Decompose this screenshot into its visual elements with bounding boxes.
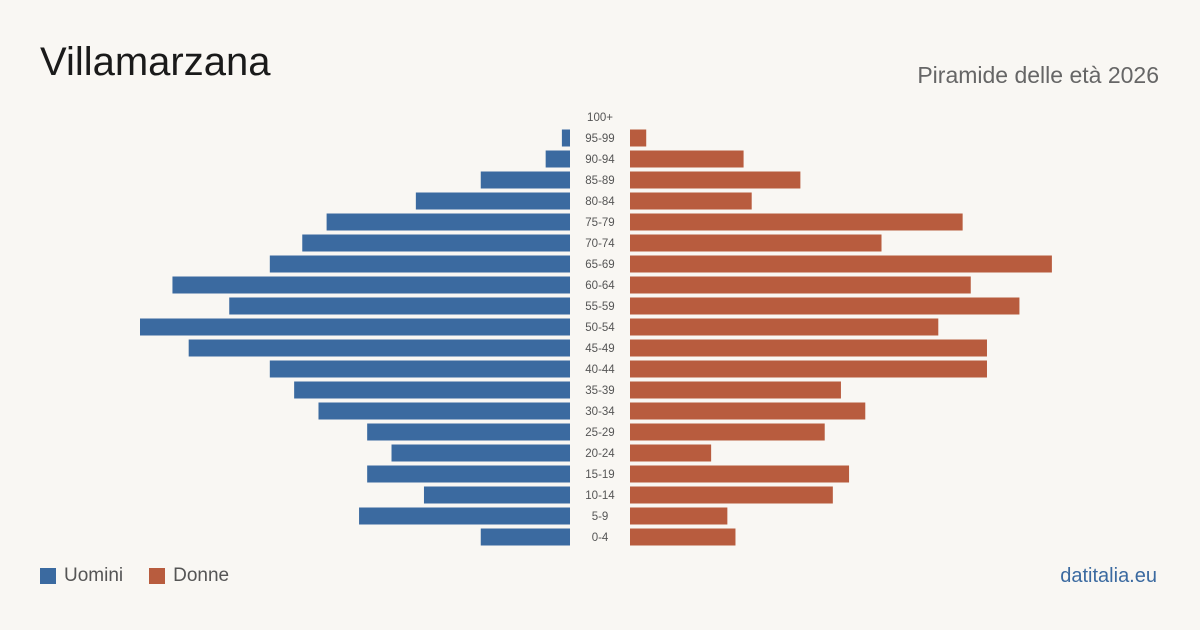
bar-men-40-44 [269, 360, 570, 378]
age-tick-label: 55-59 [585, 301, 614, 313]
legend-swatch-women [149, 568, 166, 584]
bar-men-75-79 [326, 213, 570, 231]
age-tick-label: 65-69 [585, 259, 614, 271]
age-tick-label: 10-14 [585, 490, 615, 502]
bar-women-95-99 [630, 129, 647, 147]
bar-men-0-4 [480, 528, 570, 546]
age-tick-label: 45-49 [585, 343, 614, 355]
bar-men-45-49 [188, 339, 570, 357]
bar-women-80-84 [630, 192, 752, 210]
bar-men-15-19 [367, 465, 570, 483]
legend-item-women: Donne [149, 565, 229, 587]
bar-women-90-94 [630, 150, 744, 168]
bar-men-5-9 [359, 507, 570, 525]
bar-men-35-39 [294, 381, 570, 399]
legend-swatch-men [40, 568, 56, 584]
age-tick-label: 50-54 [585, 322, 615, 334]
bar-women-60-64 [630, 276, 971, 294]
age-tick-label: 35-39 [585, 385, 614, 397]
bar-men-10-14 [423, 486, 570, 504]
age-tick-label: 60-64 [585, 280, 615, 292]
age-tick-label: 85-89 [585, 175, 614, 187]
bar-men-80-84 [415, 192, 570, 210]
legend-label-women: Donne [173, 565, 230, 586]
age-tick-label: 75-79 [585, 217, 614, 229]
legend-label-men: Uomini [64, 565, 124, 586]
bar-men-20-24 [391, 444, 570, 462]
bar-women-45-49 [630, 339, 987, 357]
bar-women-20-24 [630, 444, 712, 462]
age-tick-label: 80-84 [585, 196, 615, 208]
bar-women-30-34 [630, 402, 866, 420]
age-tick-label: 5-9 [592, 511, 609, 523]
bar-women-70-74 [630, 234, 882, 252]
bar-men-30-34 [318, 402, 570, 420]
bar-men-60-64 [172, 276, 571, 294]
legend-item-men: Uomini [40, 565, 123, 587]
age-tick-label: 0-4 [592, 532, 609, 544]
age-tick-label: 95-99 [585, 133, 614, 145]
age-tick-label: 40-44 [585, 364, 615, 376]
bar-men-65-69 [269, 255, 570, 273]
bar-women-25-29 [630, 423, 825, 441]
legend: Uomini Donne [40, 565, 255, 587]
bar-men-55-59 [229, 297, 570, 315]
bar-men-25-29 [367, 423, 570, 441]
age-tick-label: 90-94 [585, 154, 615, 166]
bar-women-40-44 [630, 360, 987, 378]
bar-women-50-54 [630, 318, 939, 336]
age-tick-label: 30-34 [585, 406, 615, 418]
bar-men-90-94 [545, 150, 570, 168]
bar-women-85-89 [630, 171, 801, 189]
bar-men-50-54 [140, 318, 570, 336]
bar-women-55-59 [630, 297, 1020, 315]
bar-men-70-74 [302, 234, 570, 252]
bar-women-0-4 [630, 528, 736, 546]
age-tick-label: 25-29 [585, 427, 614, 439]
age-tick-label: 70-74 [585, 238, 615, 250]
bar-men-85-89 [480, 171, 570, 189]
age-tick-label: 20-24 [585, 448, 615, 460]
age-tick-label: 100+ [587, 112, 613, 124]
bar-women-10-14 [630, 486, 833, 504]
chart-subtitle: Piramide delle età 2026 [917, 62, 1159, 88]
bar-women-35-39 [630, 381, 841, 399]
source-link[interactable]: datitalia.eu [1060, 565, 1157, 587]
age-tick-label: 15-19 [585, 469, 614, 481]
bar-men-95-99 [561, 129, 570, 147]
page-title: Villamarzana [40, 40, 271, 84]
bar-women-65-69 [630, 255, 1052, 273]
bar-women-75-79 [630, 213, 963, 231]
bar-women-15-19 [630, 465, 850, 483]
bar-women-5-9 [630, 507, 728, 525]
